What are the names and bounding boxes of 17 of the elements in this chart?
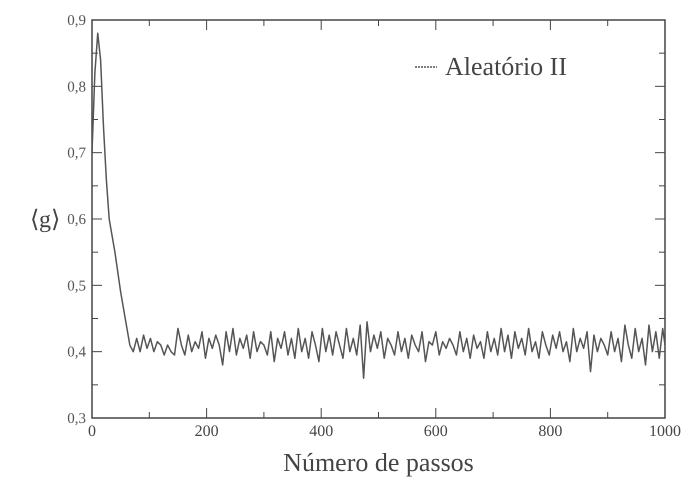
y-tick-label: 0,8	[67, 79, 86, 96]
y-tick-label: 0,3	[67, 411, 86, 427]
y-axis-title: ⟨g⟩	[30, 207, 60, 233]
line-series	[91, 32, 666, 379]
y-tick-label: 0,4	[67, 344, 86, 361]
x-axis-title: Número de passos	[283, 448, 474, 477]
x-tick-label: 1000	[649, 423, 681, 440]
x-tick-label: 600	[424, 423, 448, 440]
y-tick-label: 0,5	[67, 278, 86, 294]
y-tick-label: 0,7	[67, 146, 86, 162]
x-tick-label: 800	[538, 423, 562, 440]
y-tick-label: 0,9	[67, 13, 86, 29]
x-tick-label: 400	[309, 423, 334, 440]
x-tick-label: 200	[194, 423, 219, 440]
legend-label: Aleatório II	[445, 52, 568, 81]
y-tick-label: 0,6	[67, 212, 86, 228]
x-tick-label: 0	[88, 423, 96, 440]
